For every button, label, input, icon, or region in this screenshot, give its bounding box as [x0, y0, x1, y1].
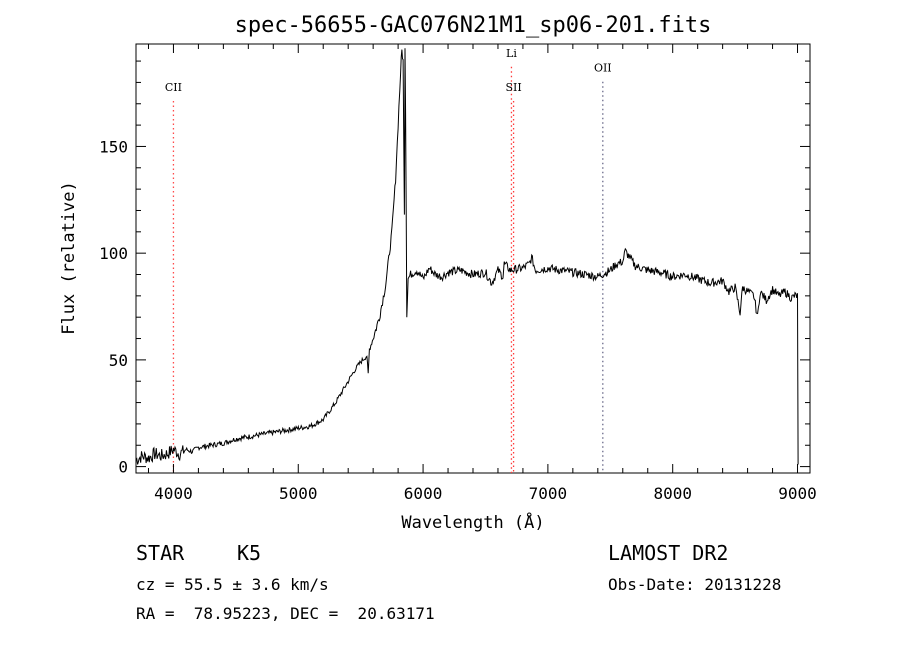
- y-tick-label: 100: [99, 244, 128, 263]
- x-tick-label: 8000: [653, 484, 692, 503]
- annotation-label-cii: CII: [165, 81, 182, 94]
- x-tick-label: 4000: [154, 484, 193, 503]
- plot-frame: [135, 43, 811, 474]
- x-axis-label: Wavelength (Å): [401, 511, 544, 533]
- sky-coordinates: RA = 78.95223, DEC = 20.63171: [136, 604, 435, 623]
- survey-name: LAMOST DR2: [608, 541, 729, 565]
- observation-date: Obs-Date: 20131228: [608, 575, 782, 594]
- x-tick-label: 7000: [529, 484, 568, 503]
- y-tick-label: 150: [99, 137, 128, 156]
- x-tick-label: 6000: [404, 484, 443, 503]
- object-class: STAR: [136, 541, 185, 565]
- redshift-readout: cz = 55.5 ± 3.6 km/s: [136, 575, 329, 594]
- object-subclass: K5: [237, 541, 262, 565]
- annotation-label-sii: SII: [505, 81, 521, 94]
- y-axis-label: Flux (relative): [59, 181, 79, 335]
- axis-ticks: 4000 5000 6000 7000 8000 9000 0 50 100 150: [99, 44, 817, 503]
- x-tick-label: 9000: [778, 484, 817, 503]
- x-tick-label: 5000: [279, 484, 318, 503]
- spectrum-line-0: [135, 48, 799, 465]
- annotation-label-li: Li: [506, 47, 517, 60]
- spectrum-series: [135, 48, 799, 465]
- y-tick-label: 0: [118, 458, 128, 477]
- annotation-label-oii: OII: [594, 62, 612, 75]
- chart-title: spec-56655-GAC076N21M1_sp06-201.fits: [235, 13, 712, 38]
- y-tick-label: 50: [109, 351, 128, 370]
